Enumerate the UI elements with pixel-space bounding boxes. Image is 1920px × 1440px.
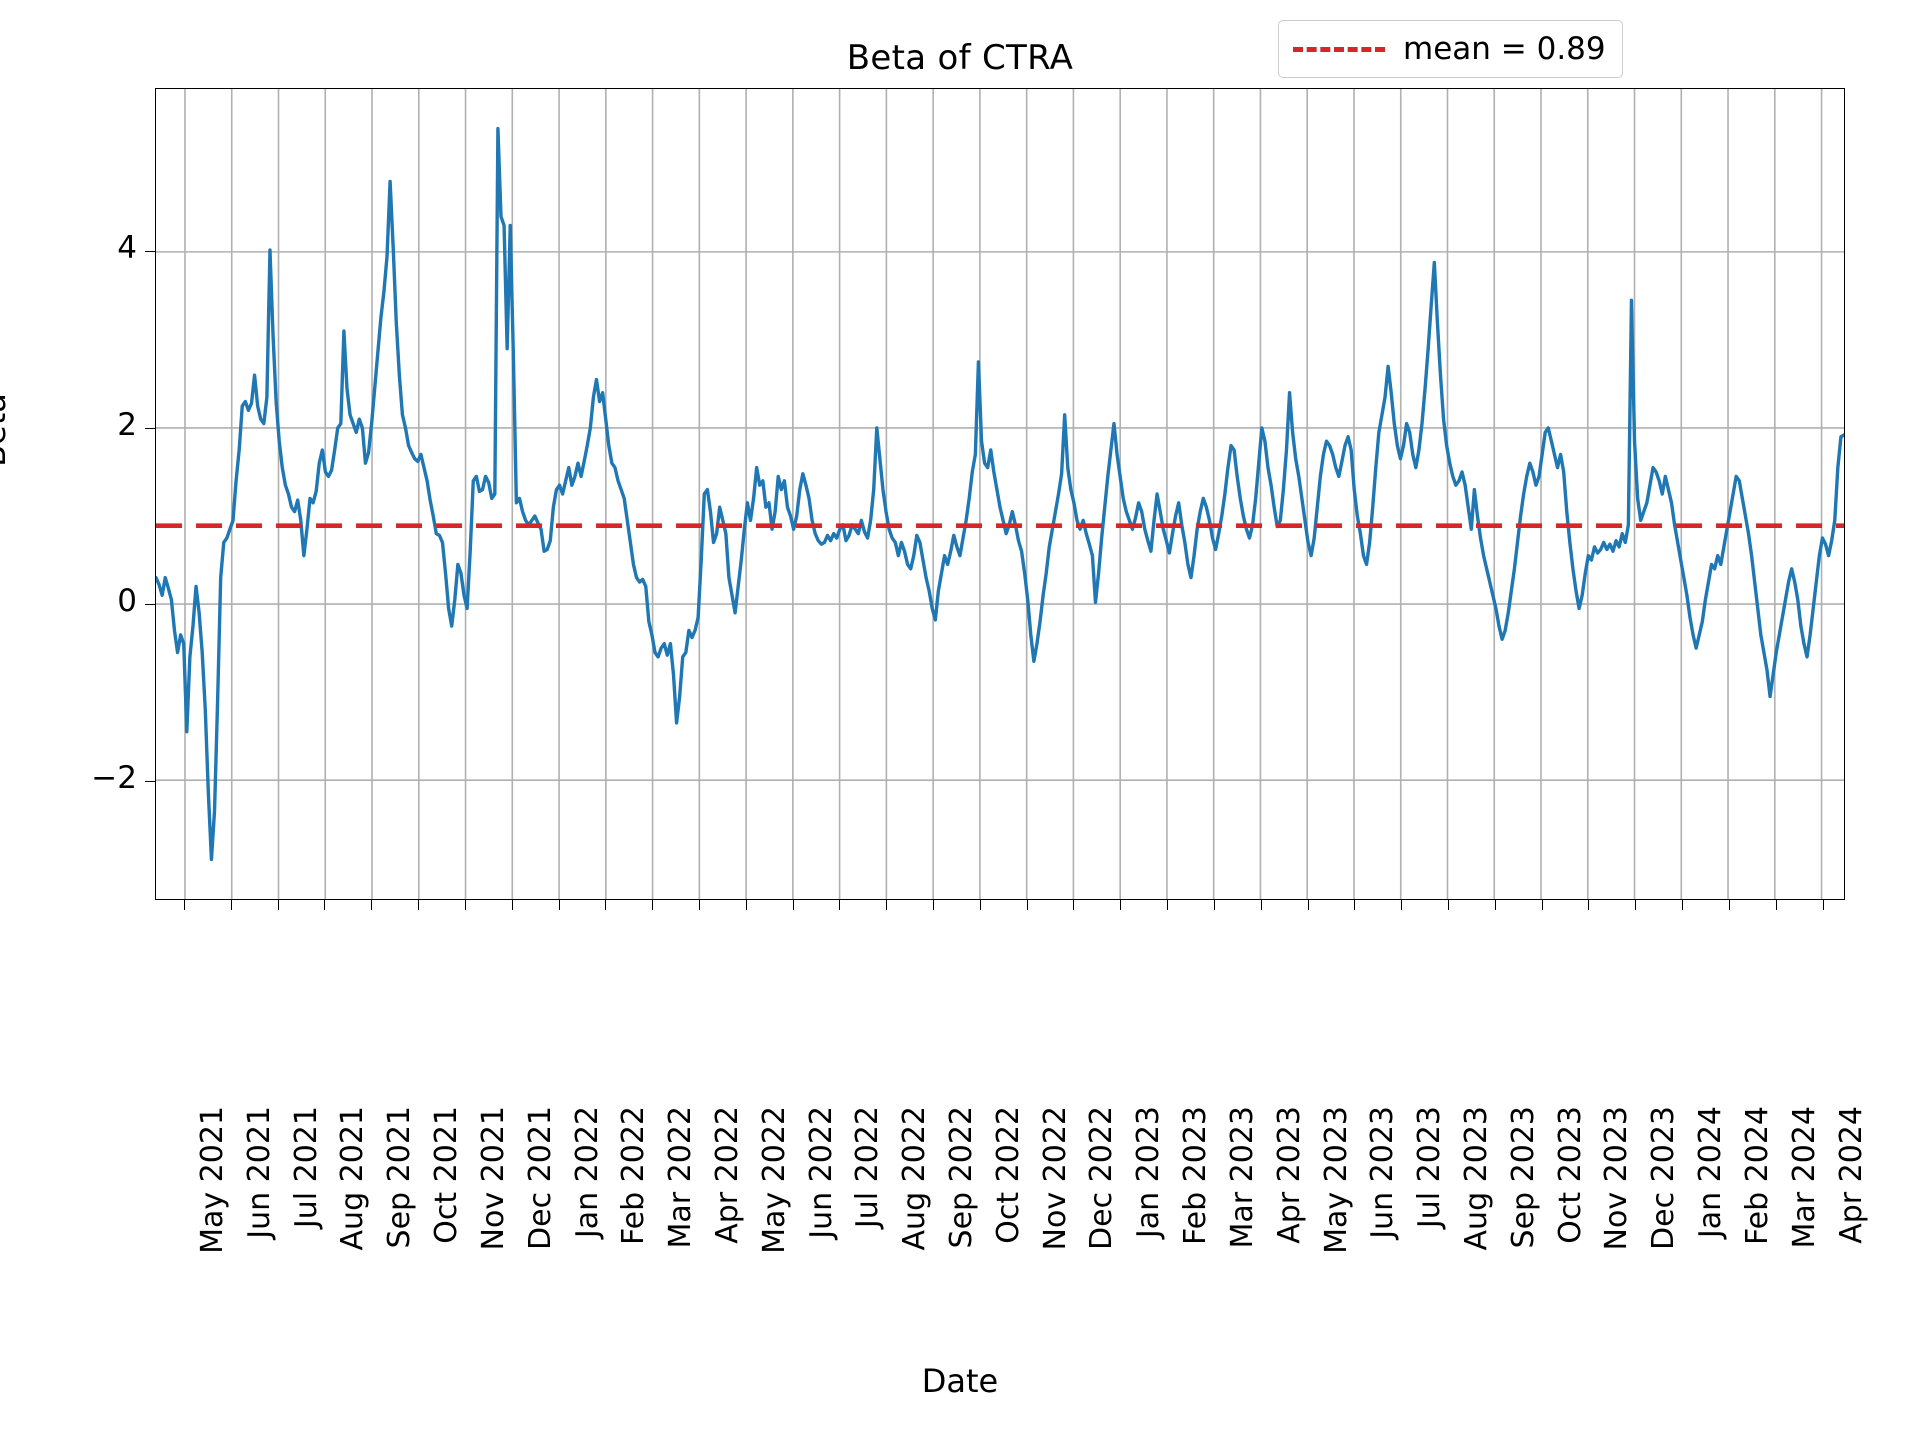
x-tick-mark (371, 900, 373, 910)
x-tick-label: Sep 2023 (1505, 1106, 1541, 1249)
x-tick-label: Jul 2023 (1412, 1106, 1448, 1229)
x-tick-mark (698, 900, 700, 910)
x-tick-mark (1682, 900, 1684, 910)
x-tick-label: Oct 2023 (1552, 1106, 1588, 1244)
x-tick-label: Jul 2021 (288, 1106, 324, 1229)
y-tick-mark (145, 427, 155, 429)
x-tick-label: May 2021 (195, 1106, 231, 1254)
y-tick-label: −2 (91, 759, 137, 796)
y-tick-label: 0 (117, 583, 137, 620)
x-tick-label: Apr 2022 (709, 1106, 745, 1244)
x-tick-mark (558, 900, 560, 910)
legend[interactable]: mean = 0.89 (1278, 20, 1623, 78)
x-axis-label: Date (921, 1362, 999, 1400)
x-tick-mark (1494, 900, 1496, 910)
x-tick-label: Apr 2023 (1271, 1106, 1307, 1244)
legend-dashed-line-icon (1293, 46, 1385, 52)
x-tick-label: Jan 2024 (1693, 1106, 1729, 1239)
x-tick-mark (1120, 900, 1122, 910)
x-tick-label: Jun 2021 (241, 1106, 277, 1239)
legend-label: mean = 0.89 (1403, 31, 1606, 67)
x-tick-mark (652, 900, 654, 910)
y-tick-mark (145, 780, 155, 782)
y-tick-mark (145, 604, 155, 606)
x-tick-label: Oct 2021 (429, 1106, 465, 1244)
x-tick-mark (933, 900, 935, 910)
x-tick-label: Jun 2023 (1365, 1106, 1401, 1239)
x-tick-mark (324, 900, 326, 910)
x-tick-label: Jun 2022 (803, 1106, 839, 1239)
x-tick-label: Mar 2023 (1224, 1106, 1260, 1249)
x-tick-mark (1026, 900, 1028, 910)
x-tick-label: May 2022 (756, 1106, 792, 1254)
x-tick-mark (605, 900, 607, 910)
x-tick-mark (184, 900, 186, 910)
x-tick-mark (1775, 900, 1777, 910)
x-tick-mark (1448, 900, 1449, 910)
x-tick-mark (464, 900, 466, 910)
x-tick-mark (1822, 900, 1824, 910)
x-tick-mark (979, 900, 981, 910)
x-tick-label: Nov 2023 (1599, 1106, 1635, 1251)
x-tick-mark (511, 900, 513, 910)
x-tick-mark (1635, 900, 1637, 910)
x-tick-label: Feb 2023 (1178, 1106, 1214, 1245)
x-tick-mark (1167, 900, 1169, 910)
x-tick-label: Apr 2024 (1833, 1106, 1869, 1244)
x-tick-label: Nov 2022 (1037, 1106, 1073, 1251)
x-tick-mark (886, 900, 888, 910)
x-tick-label: Feb 2022 (616, 1106, 652, 1245)
x-tick-mark (1728, 900, 1730, 910)
x-tick-mark (1073, 900, 1075, 910)
gridlines (156, 89, 1844, 899)
y-tick-mark (145, 251, 155, 253)
x-tick-label: Aug 2023 (1459, 1106, 1494, 1251)
beta-series-line (156, 129, 1844, 860)
x-tick-label: Mar 2022 (663, 1106, 699, 1249)
x-tick-label: Sep 2022 (944, 1106, 980, 1249)
x-tick-mark (1541, 900, 1543, 910)
x-tick-label: Feb 2024 (1739, 1106, 1775, 1245)
x-tick-label: Nov 2021 (475, 1106, 511, 1251)
x-tick-label: Aug 2022 (897, 1106, 933, 1251)
x-tick-mark (1401, 900, 1403, 910)
y-tick-label: 2 (117, 406, 137, 443)
x-tick-label: Dec 2023 (1646, 1106, 1682, 1250)
x-tick-mark (418, 900, 420, 910)
x-tick-mark (1354, 900, 1356, 910)
x-tick-mark (1307, 900, 1309, 910)
x-tick-mark (839, 900, 841, 910)
x-tick-label: Jan 2023 (1131, 1106, 1167, 1239)
y-tick-label: 4 (117, 230, 137, 267)
x-tick-label: Mar 2024 (1786, 1106, 1822, 1249)
x-tick-label: Oct 2022 (990, 1106, 1026, 1244)
x-tick-label: Jan 2022 (569, 1106, 605, 1239)
chart-title: Beta of CTRA (846, 38, 1074, 78)
x-tick-mark (1213, 900, 1215, 910)
x-tick-label: May 2023 (1318, 1106, 1354, 1254)
x-tick-mark (277, 900, 279, 910)
plot-area (155, 88, 1845, 900)
x-tick-label: Aug 2021 (335, 1106, 371, 1251)
x-tick-mark (745, 900, 747, 910)
x-tick-mark (1260, 900, 1262, 910)
x-tick-mark (1588, 900, 1590, 910)
data-layer (156, 89, 1844, 899)
x-tick-label: Dec 2022 (1084, 1106, 1120, 1250)
x-tick-label: Jul 2022 (850, 1106, 886, 1229)
y-axis-label: Beta (0, 393, 13, 467)
x-tick-mark (792, 900, 794, 910)
x-tick-label: Sep 2021 (382, 1106, 418, 1249)
x-tick-mark (230, 900, 232, 910)
x-tick-label: Dec 2021 (522, 1106, 558, 1250)
